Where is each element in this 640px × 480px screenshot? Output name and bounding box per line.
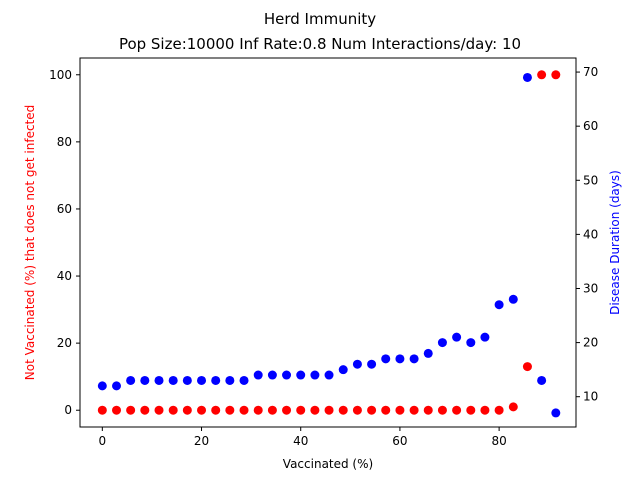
right-tick-label: 60 bbox=[583, 119, 598, 133]
not-infected-point bbox=[225, 405, 235, 415]
duration-point bbox=[452, 332, 462, 342]
not-infected-point bbox=[126, 405, 136, 415]
plot-frame bbox=[79, 57, 577, 428]
duration-point bbox=[551, 408, 561, 418]
not-infected-point bbox=[352, 405, 362, 415]
not-infected-point bbox=[409, 405, 419, 415]
x-tick-label: 0 bbox=[98, 434, 106, 448]
left-tick-label: 20 bbox=[57, 336, 72, 350]
duration-point bbox=[310, 370, 320, 380]
duration-point bbox=[338, 365, 348, 375]
not-infected-point bbox=[182, 405, 192, 415]
not-infected-point bbox=[267, 405, 277, 415]
not-infected-point bbox=[522, 362, 532, 372]
duration-point bbox=[182, 375, 192, 385]
not-infected-point bbox=[537, 70, 547, 80]
duration-point bbox=[537, 375, 547, 385]
right-tick-label: 30 bbox=[583, 281, 598, 295]
duration-point bbox=[423, 348, 433, 358]
not-infected-point bbox=[324, 405, 334, 415]
not-infected-point bbox=[253, 405, 263, 415]
duration-point bbox=[140, 375, 150, 385]
not-infected-point bbox=[452, 405, 462, 415]
not-infected-point bbox=[338, 405, 348, 415]
duration-point bbox=[154, 375, 164, 385]
not-infected-point bbox=[211, 405, 221, 415]
left-tick-label: 60 bbox=[57, 202, 72, 216]
right-tick-label: 20 bbox=[583, 336, 598, 350]
not-infected-point bbox=[154, 405, 164, 415]
right-axis-ticks: 10 20 30 40 50 60 70 bbox=[576, 65, 598, 404]
not-infected-point bbox=[494, 405, 504, 415]
not-infected-point bbox=[381, 405, 391, 415]
x-axis-label: Vaccinated (%) bbox=[283, 457, 373, 471]
duration-point bbox=[282, 370, 292, 380]
x-tick-label: 80 bbox=[491, 434, 506, 448]
duration-point bbox=[126, 375, 136, 385]
not-infected-point bbox=[395, 405, 405, 415]
left-tick-label: 40 bbox=[57, 269, 72, 283]
duration-point bbox=[267, 370, 277, 380]
duration-point bbox=[324, 370, 334, 380]
not-infected-point bbox=[296, 405, 306, 415]
x-axis-ticks: 0 20 40 60 80 bbox=[98, 427, 507, 448]
duration-point bbox=[253, 370, 263, 380]
duration-point bbox=[395, 354, 405, 364]
duration-point bbox=[296, 370, 306, 380]
not-infected-point bbox=[310, 405, 320, 415]
duration-point bbox=[381, 354, 391, 364]
left-tick-label: 80 bbox=[57, 135, 72, 149]
left-tick-label: 100 bbox=[49, 68, 72, 82]
duration-point bbox=[197, 375, 207, 385]
not-infected-point bbox=[197, 405, 207, 415]
left-tick-label: 0 bbox=[64, 403, 72, 417]
duration-point bbox=[211, 375, 221, 385]
duration-point bbox=[225, 375, 235, 385]
duration-point bbox=[409, 354, 419, 364]
not-infected-point bbox=[282, 405, 292, 415]
duration-point bbox=[168, 375, 178, 385]
not-infected-point bbox=[508, 402, 518, 412]
x-tick-label: 40 bbox=[293, 434, 308, 448]
right-tick-label: 50 bbox=[583, 173, 598, 187]
duration-point bbox=[480, 332, 490, 342]
not-infected-point bbox=[423, 405, 433, 415]
not-infected-point bbox=[437, 405, 447, 415]
left-axis-label: Not Vaccinated (%) that does not get inf… bbox=[23, 105, 37, 380]
duration-point bbox=[494, 300, 504, 310]
duration-point bbox=[522, 72, 532, 82]
not-infected-point bbox=[112, 405, 122, 415]
duration-point bbox=[367, 359, 377, 369]
not-infected-point bbox=[480, 405, 490, 415]
duration-point bbox=[466, 338, 476, 348]
chart-subtitle: Pop Size:10000 Inf Rate:0.8 Num Interact… bbox=[119, 35, 521, 53]
duration-point bbox=[352, 359, 362, 369]
left-axis-ticks: 0 20 40 60 80 100 bbox=[49, 68, 80, 417]
duration-point bbox=[437, 338, 447, 348]
not-infected-point bbox=[551, 70, 561, 80]
duration-point bbox=[97, 381, 107, 391]
not-infected-point bbox=[367, 405, 377, 415]
duration-point bbox=[239, 375, 249, 385]
not-infected-point bbox=[239, 405, 249, 415]
not-infected-point bbox=[466, 405, 476, 415]
right-tick-label: 70 bbox=[583, 65, 598, 79]
right-axis-label: Disease Duration (days) bbox=[608, 170, 622, 315]
data-points bbox=[97, 70, 561, 418]
x-tick-label: 20 bbox=[194, 434, 209, 448]
duration-point bbox=[112, 381, 122, 391]
x-tick-label: 60 bbox=[392, 434, 407, 448]
not-infected-point bbox=[97, 405, 107, 415]
chart-title: Herd Immunity bbox=[264, 10, 376, 28]
right-tick-label: 10 bbox=[583, 390, 598, 404]
not-infected-point bbox=[140, 405, 150, 415]
duration-point bbox=[508, 294, 518, 304]
right-tick-label: 40 bbox=[583, 227, 598, 241]
not-infected-point bbox=[168, 405, 178, 415]
